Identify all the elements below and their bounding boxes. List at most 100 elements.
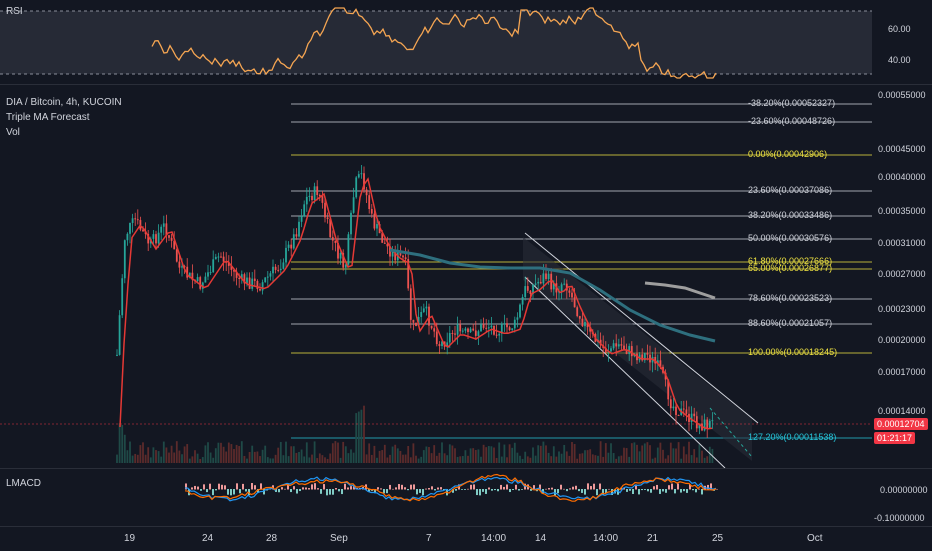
volume-bar	[508, 444, 511, 463]
candle-body	[196, 277, 199, 282]
candle-body	[524, 286, 527, 297]
volume-bar	[565, 451, 568, 463]
volume-bar	[578, 453, 581, 463]
channel-lower-line[interactable]	[524, 276, 726, 468]
macd-hist-bar	[485, 489, 487, 494]
candlesticks	[116, 165, 714, 438]
fib-label: 88.60%(0.00021057)	[748, 318, 833, 328]
time-axis[interactable]: 19 24 28 Sep 7 14:00 14 14:00 21 25 Oct	[0, 526, 932, 551]
macd-hist-bar	[539, 484, 541, 490]
volume-bar	[487, 446, 490, 463]
macd-hist-bar	[596, 489, 598, 496]
volume-bar	[555, 456, 558, 463]
volume-bar	[633, 442, 636, 463]
symbol-title[interactable]: DIA / Bitcoin, 4h, KUCOIN	[6, 97, 122, 108]
candle-body	[321, 196, 324, 203]
volume-bar	[370, 454, 373, 463]
macd-hist-bar	[317, 488, 319, 490]
macd-hist-bar	[206, 489, 208, 493]
rsi-pane[interactable]: RSI	[0, 0, 872, 84]
volume-bar	[610, 443, 612, 463]
volume-bar	[381, 450, 384, 463]
volume-bar	[599, 441, 602, 463]
volume-bar	[311, 454, 313, 463]
volume-bar	[292, 446, 295, 463]
candle-body	[435, 331, 438, 345]
volume-bar	[326, 458, 329, 463]
macd-hist-bar	[290, 489, 292, 493]
candle-body	[373, 213, 376, 229]
ma-fast-line	[119, 177, 713, 430]
candle-body	[482, 324, 485, 328]
time-label: 25	[712, 533, 724, 544]
candle-body	[155, 234, 157, 244]
candle-body	[121, 278, 124, 316]
volume-bar	[623, 447, 625, 463]
candle-body	[391, 249, 394, 257]
main-chart-pane[interactable]: DIA / Bitcoin, 4h, KUCOIN Triple MA Fore…	[0, 85, 872, 468]
macd-label: LMACD	[6, 478, 42, 489]
candle-body	[261, 282, 264, 291]
candle-body	[672, 406, 675, 409]
candle-body	[365, 189, 368, 196]
volume-bar	[420, 456, 423, 463]
candle-body	[461, 330, 464, 332]
candle-body	[420, 312, 423, 317]
macd-hist-bar	[302, 487, 304, 490]
macd-hist-bar	[464, 489, 466, 490]
candle-body	[529, 290, 532, 294]
volume-bar	[615, 458, 618, 463]
macd-hist-bar	[344, 483, 346, 490]
macd-axis[interactable]: 0.00000000 -0.10000000	[872, 469, 932, 525]
volume-bar	[274, 454, 277, 463]
indicator-triple-ma[interactable]: Triple MA Forecast	[6, 112, 90, 123]
macd-hist-bar	[404, 487, 406, 490]
volume-bar	[493, 447, 495, 463]
volume-bar	[672, 448, 675, 463]
macd-hist-bar	[644, 489, 646, 490]
volume-bar	[448, 444, 451, 463]
candle-body	[272, 266, 274, 274]
candle-body	[305, 196, 308, 205]
volume-bar	[269, 458, 272, 463]
candle-body	[584, 322, 586, 327]
volume-bar	[368, 443, 371, 463]
volume-bar	[201, 457, 204, 463]
candle-body	[253, 278, 256, 281]
macd-hist-bar	[377, 487, 379, 490]
volume-bar	[355, 413, 358, 463]
macd-hist-bar	[263, 489, 265, 495]
macd-hist-bar	[686, 489, 688, 493]
candle-body	[277, 269, 280, 271]
volume-bar	[435, 455, 438, 463]
macd-hist-bar	[413, 484, 415, 490]
price-axis[interactable]: 0.00055000 0.00045000 0.00040000 0.00035000…	[872, 85, 932, 468]
volume-bar	[464, 450, 467, 463]
volume-bar	[612, 453, 615, 463]
volume-bar	[199, 458, 202, 463]
candle-body	[168, 235, 170, 238]
candle-body	[610, 348, 612, 352]
volume-bar	[581, 453, 584, 463]
channel-upper-line[interactable]	[524, 232, 759, 424]
volume-bar	[433, 445, 436, 463]
pane-divider[interactable]	[0, 468, 932, 469]
pane-divider[interactable]	[0, 84, 932, 85]
macd-hist-bar	[683, 489, 685, 492]
candle-body	[451, 333, 454, 335]
candle-body	[116, 354, 118, 356]
candle-body	[500, 323, 503, 334]
candle-body	[498, 333, 501, 336]
candle-body	[344, 264, 347, 268]
volume-bar	[220, 442, 222, 463]
rsi-axis[interactable]: 60.00 40.00	[872, 0, 932, 84]
volume-bar	[357, 411, 360, 463]
volume-bar	[662, 449, 664, 463]
candle-body	[240, 274, 243, 280]
macd-hist-bar	[251, 483, 253, 490]
volume-bar	[204, 445, 207, 463]
indicator-volume[interactable]: Vol	[6, 127, 20, 138]
candle-body	[298, 221, 300, 237]
fib-label: -23.60%(0.00048726)	[748, 116, 836, 126]
macd-pane[interactable]: LMACD	[0, 469, 872, 525]
